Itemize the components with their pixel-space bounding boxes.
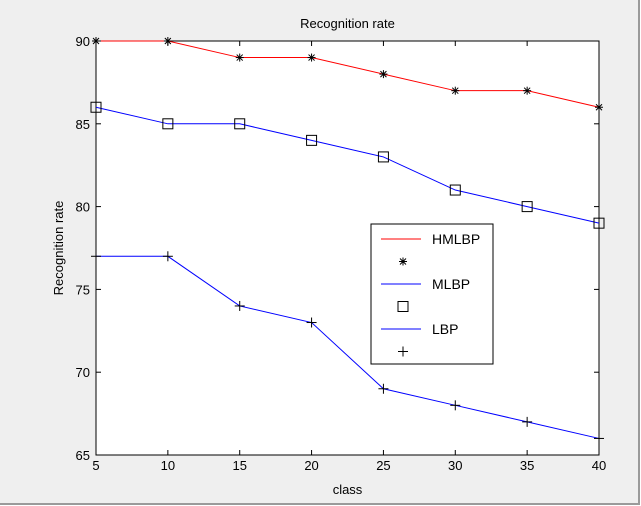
- legend-label-mlbp: MLBP: [432, 276, 470, 292]
- legend-marker-hmlbp: [399, 257, 407, 266]
- x-tick-label: 30: [448, 458, 462, 473]
- legend-label-lbp: LBP: [432, 321, 458, 337]
- chart-title: Recognition rate: [300, 16, 395, 31]
- data-point-mlbp-20: [306, 134, 318, 146]
- data-point-hmlbp-20: [307, 53, 316, 62]
- y-tick-label: 80: [76, 200, 90, 215]
- data-point-mlbp-35: [521, 201, 533, 213]
- data-point-hmlbp-25: [379, 70, 388, 79]
- legend-label-hmlbp: HMLBP: [432, 231, 480, 247]
- axes-layer: 5 10 15 20 25 30 35 40 65 70 75 80 85 90: [76, 34, 607, 473]
- data-point-mlbp-10: [162, 118, 174, 130]
- x-tick-label: 20: [304, 458, 318, 473]
- data-point-lbp-20: [306, 317, 317, 328]
- x-tick-label: 40: [592, 458, 606, 473]
- data-point-lbp-15: [234, 300, 245, 311]
- legend-box: [370, 223, 494, 365]
- series-line-lbp: [96, 255, 600, 439]
- series-line-mlbp: [95, 106, 600, 224]
- x-tick-label: 25: [376, 458, 390, 473]
- data-point-hmlbp-40: [595, 103, 603, 112]
- series-layer: [90, 37, 605, 444]
- plot-area: [95, 40, 600, 456]
- data-point-lbp-10: [162, 251, 173, 262]
- data-point-mlbp-25: [377, 151, 389, 163]
- x-tick-label: 10: [161, 458, 175, 473]
- data-point-hmlbp-15: [235, 53, 244, 62]
- data-point-lbp-40: [594, 433, 604, 444]
- data-point-mlbp-15: [234, 118, 246, 130]
- data-point-mlbp-40: [593, 217, 605, 229]
- y-tick-label: 70: [76, 365, 90, 380]
- data-point-hmlbp-30: [451, 86, 460, 95]
- x-tick-label: 15: [232, 458, 246, 473]
- x-axis-label: class: [333, 482, 363, 497]
- data-point-mlbp-30: [449, 184, 461, 196]
- y-tick-label: 85: [76, 117, 90, 132]
- data-point-lbp-30: [450, 400, 461, 411]
- series-line-hmlbp: [96, 40, 600, 108]
- legend: HMLBP MLBP LBP: [370, 223, 494, 365]
- data-point-mlbp-5: [90, 101, 102, 113]
- x-tick-label: 35: [520, 458, 534, 473]
- data-point-lbp-25: [378, 383, 389, 394]
- data-point-hmlbp-35: [523, 86, 532, 95]
- data-point-lbp-5: [91, 251, 101, 262]
- y-tick-label: 65: [76, 448, 90, 463]
- y-tick-label: 75: [76, 282, 90, 297]
- legend-marker-lbp: [398, 346, 408, 357]
- legend-marker-mlbp: [397, 301, 409, 312]
- x-tick-label: 5: [92, 458, 99, 473]
- data-point-lbp-35: [522, 416, 533, 427]
- y-axis-label: Recognition rate: [51, 201, 66, 296]
- y-tick-label: 90: [76, 34, 90, 49]
